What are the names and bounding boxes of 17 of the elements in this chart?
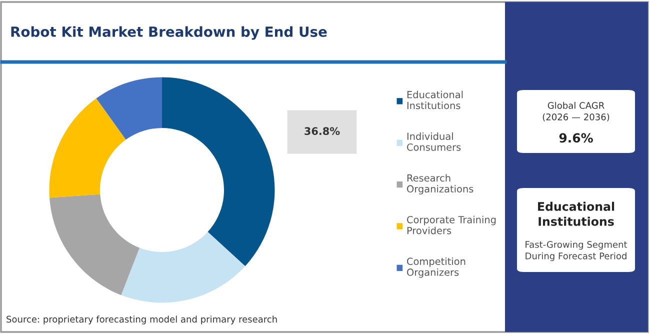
donut-slice (162, 77, 275, 266)
legend-label: Individual Consumers (407, 132, 461, 151)
legend-label: Educational Institutions (407, 90, 463, 110)
legend-label: Corporate Training Providers (407, 216, 496, 234)
text: Global CAGR (2026 — 2036) (542, 102, 610, 122)
legend-label: Competition Organizers (407, 257, 466, 278)
donut-slice (121, 232, 246, 303)
donut-slice (96, 77, 162, 140)
chart-title: Robot Kit Market Breakdown by End Use (11, 26, 327, 40)
legend-label: Research Organizations (407, 174, 474, 194)
text: 9.6% (559, 133, 593, 143)
text: Fast-Growing Segment During Forecast Period (526, 240, 628, 262)
source-note: Source: proprietary forecasting model and primary research (6, 316, 277, 324)
text: Educational Institutions (538, 202, 614, 226)
data-label: 36.8% (304, 127, 340, 136)
donut-slice (49, 98, 126, 198)
donut-slice (50, 194, 140, 296)
